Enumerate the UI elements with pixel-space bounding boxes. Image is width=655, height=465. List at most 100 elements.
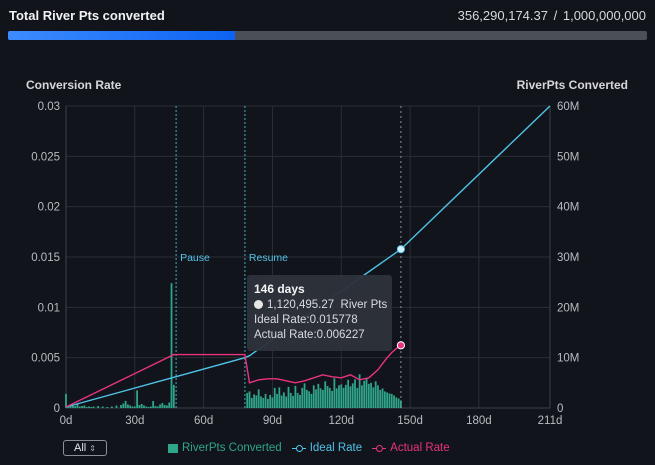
right-tick-label: 10M	[557, 353, 579, 365]
volume-bar	[101, 406, 104, 408]
tooltip-days: 146 days	[254, 282, 305, 296]
volume-bar	[65, 393, 67, 408]
chart-tooltip: 146 days 1,120,495.27 River Pts Ideal Ra…	[247, 275, 392, 351]
volume-bar	[342, 387, 345, 408]
volume-bar	[152, 400, 155, 408]
volume-bar	[163, 404, 166, 408]
volume-bar	[395, 397, 398, 408]
volume-bar	[255, 395, 258, 408]
volume-bar	[365, 378, 368, 408]
volume-bar	[361, 385, 363, 408]
volume-bar	[377, 385, 379, 408]
volume-bar	[326, 385, 329, 408]
volume-bar	[280, 395, 283, 408]
left-tick-label: 0.02	[38, 202, 60, 214]
volume-bar	[301, 387, 304, 408]
legend-actual-swatch	[372, 444, 387, 453]
volume-bar	[287, 386, 290, 408]
volume-bar	[285, 396, 288, 408]
time-range-value: All	[74, 442, 87, 454]
volume-bar	[333, 378, 336, 408]
volume-bar	[266, 398, 269, 408]
volume-bar	[347, 379, 350, 408]
legend-ideal-swatch	[291, 444, 306, 453]
volume-bar	[161, 402, 164, 408]
volume-bar	[319, 388, 322, 408]
volume-bar	[379, 389, 382, 408]
x-tick-label: 211d	[538, 415, 563, 427]
right-tick-label: 50M	[557, 151, 579, 163]
legend-item-ideal[interactable]: Ideal Rate	[291, 442, 363, 454]
left-tick-label: 0.005	[31, 353, 60, 365]
right-tick-label: 20M	[557, 302, 579, 314]
volume-bar	[324, 381, 327, 408]
volume-bar	[257, 389, 260, 408]
x-tick-label: 150d	[397, 415, 423, 427]
x-tick-label: 180d	[466, 415, 492, 427]
volume-bar	[78, 406, 81, 408]
volume-bar	[310, 393, 313, 408]
legend-ideal-label: Ideal Rate	[309, 442, 363, 454]
tooltip-amount-unit: River Pts	[340, 299, 388, 311]
volume-bar	[127, 404, 129, 408]
legend-actual-label: Actual Rate	[390, 442, 450, 454]
volume-bar	[133, 406, 136, 408]
volume-bar	[278, 387, 281, 408]
tooltip-amount: 1,120,495.27	[267, 299, 335, 311]
tooltip-ideal-rate: Ideal Rate:0.015778	[254, 314, 358, 326]
volume-bar	[147, 406, 150, 408]
total-amount: 1,000,000,000	[562, 8, 646, 23]
chart-legend: RiverPts Converted Ideal Rate Actual Rat…	[168, 442, 450, 454]
volume-bar	[253, 394, 255, 408]
volume-bar	[344, 384, 347, 408]
volume-bar	[386, 392, 389, 408]
volume-bar	[388, 393, 391, 408]
tooltip-amount-row: 1,120,495.27 River Pts	[254, 299, 388, 311]
right-tick-label: 30M	[557, 252, 579, 264]
x-tick-label: 120d	[328, 415, 354, 427]
volume-bar	[106, 406, 109, 408]
annotation-label: Pause	[180, 252, 210, 264]
left-tick-label: 0.03	[38, 101, 60, 113]
volume-bar	[124, 400, 127, 408]
volume-bar	[250, 397, 253, 408]
volume-bar	[381, 388, 384, 408]
time-range-select[interactable]: All ⇕	[63, 440, 107, 456]
volume-bar	[370, 382, 372, 408]
volume-bar	[351, 383, 354, 408]
volume-bar	[168, 402, 171, 408]
right-axis-title: RiverPts Converted	[516, 78, 628, 92]
x-tick-label: 30d	[125, 415, 144, 427]
volume-bar	[308, 391, 311, 408]
legend-item-actual[interactable]: Actual Rate	[372, 442, 450, 454]
volume-bar	[129, 405, 132, 408]
right-tick-label: 60M	[557, 101, 579, 113]
volume-bar	[358, 374, 361, 408]
volume-bar	[367, 383, 370, 408]
volume-bar	[115, 405, 118, 408]
volume-bar	[340, 384, 343, 408]
right-tick-label: 40M	[557, 202, 579, 214]
volume-bar	[271, 397, 274, 408]
volume-bar	[292, 395, 294, 408]
volume-bar	[374, 381, 377, 408]
left-tick-label: 0.015	[31, 252, 60, 264]
progress-title: Total River Pts converted	[9, 8, 165, 23]
volume-bar	[260, 396, 262, 408]
left-tick-label: 0.01	[38, 302, 60, 314]
volume-bar	[88, 406, 90, 408]
volume-bar	[276, 393, 278, 408]
x-tick-label: 90d	[263, 415, 282, 427]
legend-item-bars[interactable]: RiverPts Converted	[168, 442, 282, 454]
volume-bar	[83, 405, 86, 408]
conversion-progress-bar	[8, 31, 647, 40]
actual-rate-marker	[396, 341, 406, 350]
volume-bar	[85, 406, 88, 408]
x-tick-label: 0d	[60, 415, 73, 427]
volume-bar	[400, 400, 402, 408]
river-coin-icon	[254, 300, 263, 309]
volume-bar	[335, 388, 338, 408]
left-axis-title: Conversion Rate	[26, 78, 122, 92]
volume-bar	[331, 390, 333, 408]
